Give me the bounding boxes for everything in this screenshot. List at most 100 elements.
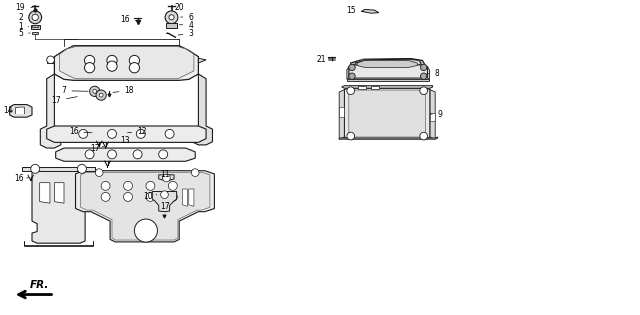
Circle shape [32,14,38,20]
Circle shape [99,93,103,97]
Polygon shape [40,183,50,203]
Text: 1: 1 [18,22,29,31]
Polygon shape [60,47,194,79]
Polygon shape [166,23,177,28]
Text: 7: 7 [61,86,88,95]
Circle shape [101,192,110,201]
Text: 17: 17 [90,144,104,153]
Polygon shape [81,172,210,240]
Polygon shape [10,105,32,117]
Circle shape [163,174,170,182]
Circle shape [136,129,145,138]
Circle shape [169,15,174,20]
Polygon shape [152,192,177,212]
Polygon shape [198,58,206,63]
Circle shape [146,192,155,201]
Circle shape [349,73,355,79]
Text: 15: 15 [346,6,364,14]
Polygon shape [15,107,24,114]
Circle shape [101,181,110,190]
Polygon shape [351,59,424,70]
Text: 17: 17 [51,96,77,105]
Circle shape [129,63,140,73]
Text: 14: 14 [3,106,13,115]
Circle shape [93,89,97,93]
Text: 13: 13 [114,136,130,145]
Text: 16: 16 [68,127,92,136]
Polygon shape [362,9,379,13]
Polygon shape [349,90,426,137]
Polygon shape [54,46,198,80]
Text: 9: 9 [430,110,443,118]
Text: 5: 5 [18,29,30,37]
Polygon shape [428,67,429,79]
Polygon shape [32,32,38,34]
Text: 16: 16 [14,175,29,183]
Circle shape [90,86,100,96]
Circle shape [165,11,178,24]
Circle shape [124,192,132,201]
Polygon shape [347,79,429,81]
Text: 11: 11 [161,170,170,179]
Polygon shape [358,86,366,89]
Circle shape [29,11,42,24]
Polygon shape [32,169,85,243]
Circle shape [108,150,116,159]
Circle shape [347,132,355,140]
Circle shape [79,129,88,138]
Circle shape [31,164,40,173]
Text: 16: 16 [120,15,138,24]
Polygon shape [371,86,379,89]
Circle shape [85,150,94,159]
Polygon shape [40,74,61,148]
Circle shape [347,87,355,94]
Circle shape [107,61,117,71]
Circle shape [47,56,54,64]
Text: 2: 2 [18,13,29,22]
Circle shape [420,64,427,71]
Polygon shape [430,113,435,121]
Circle shape [95,169,103,176]
Polygon shape [47,57,54,63]
Polygon shape [76,171,214,242]
Circle shape [108,129,116,138]
Circle shape [420,73,427,79]
Polygon shape [32,25,38,27]
Text: 12: 12 [127,127,147,136]
Polygon shape [47,126,206,142]
Circle shape [146,181,155,190]
Polygon shape [357,60,417,67]
Circle shape [159,150,168,159]
Polygon shape [349,65,428,78]
Circle shape [77,164,86,173]
Polygon shape [182,189,188,206]
Circle shape [134,219,157,242]
Text: 6: 6 [180,13,193,21]
Text: FR.: FR. [30,280,49,290]
Polygon shape [430,90,435,139]
Circle shape [84,63,95,73]
Polygon shape [54,183,64,203]
Polygon shape [24,241,93,246]
Text: 10: 10 [143,192,157,201]
Circle shape [96,90,106,100]
Circle shape [168,192,177,201]
Text: 8: 8 [427,69,439,78]
Polygon shape [159,175,174,180]
Text: 3: 3 [178,29,193,38]
Polygon shape [192,74,212,145]
Circle shape [191,169,199,176]
Text: 17: 17 [160,202,170,211]
Polygon shape [342,86,433,88]
Circle shape [349,64,355,71]
Polygon shape [339,137,438,139]
Circle shape [168,181,177,190]
Text: 18: 18 [113,86,134,95]
Polygon shape [189,189,194,206]
Circle shape [161,191,168,198]
Circle shape [84,55,95,66]
Polygon shape [339,107,344,117]
Polygon shape [22,167,95,171]
Polygon shape [347,67,349,79]
Polygon shape [355,59,421,67]
